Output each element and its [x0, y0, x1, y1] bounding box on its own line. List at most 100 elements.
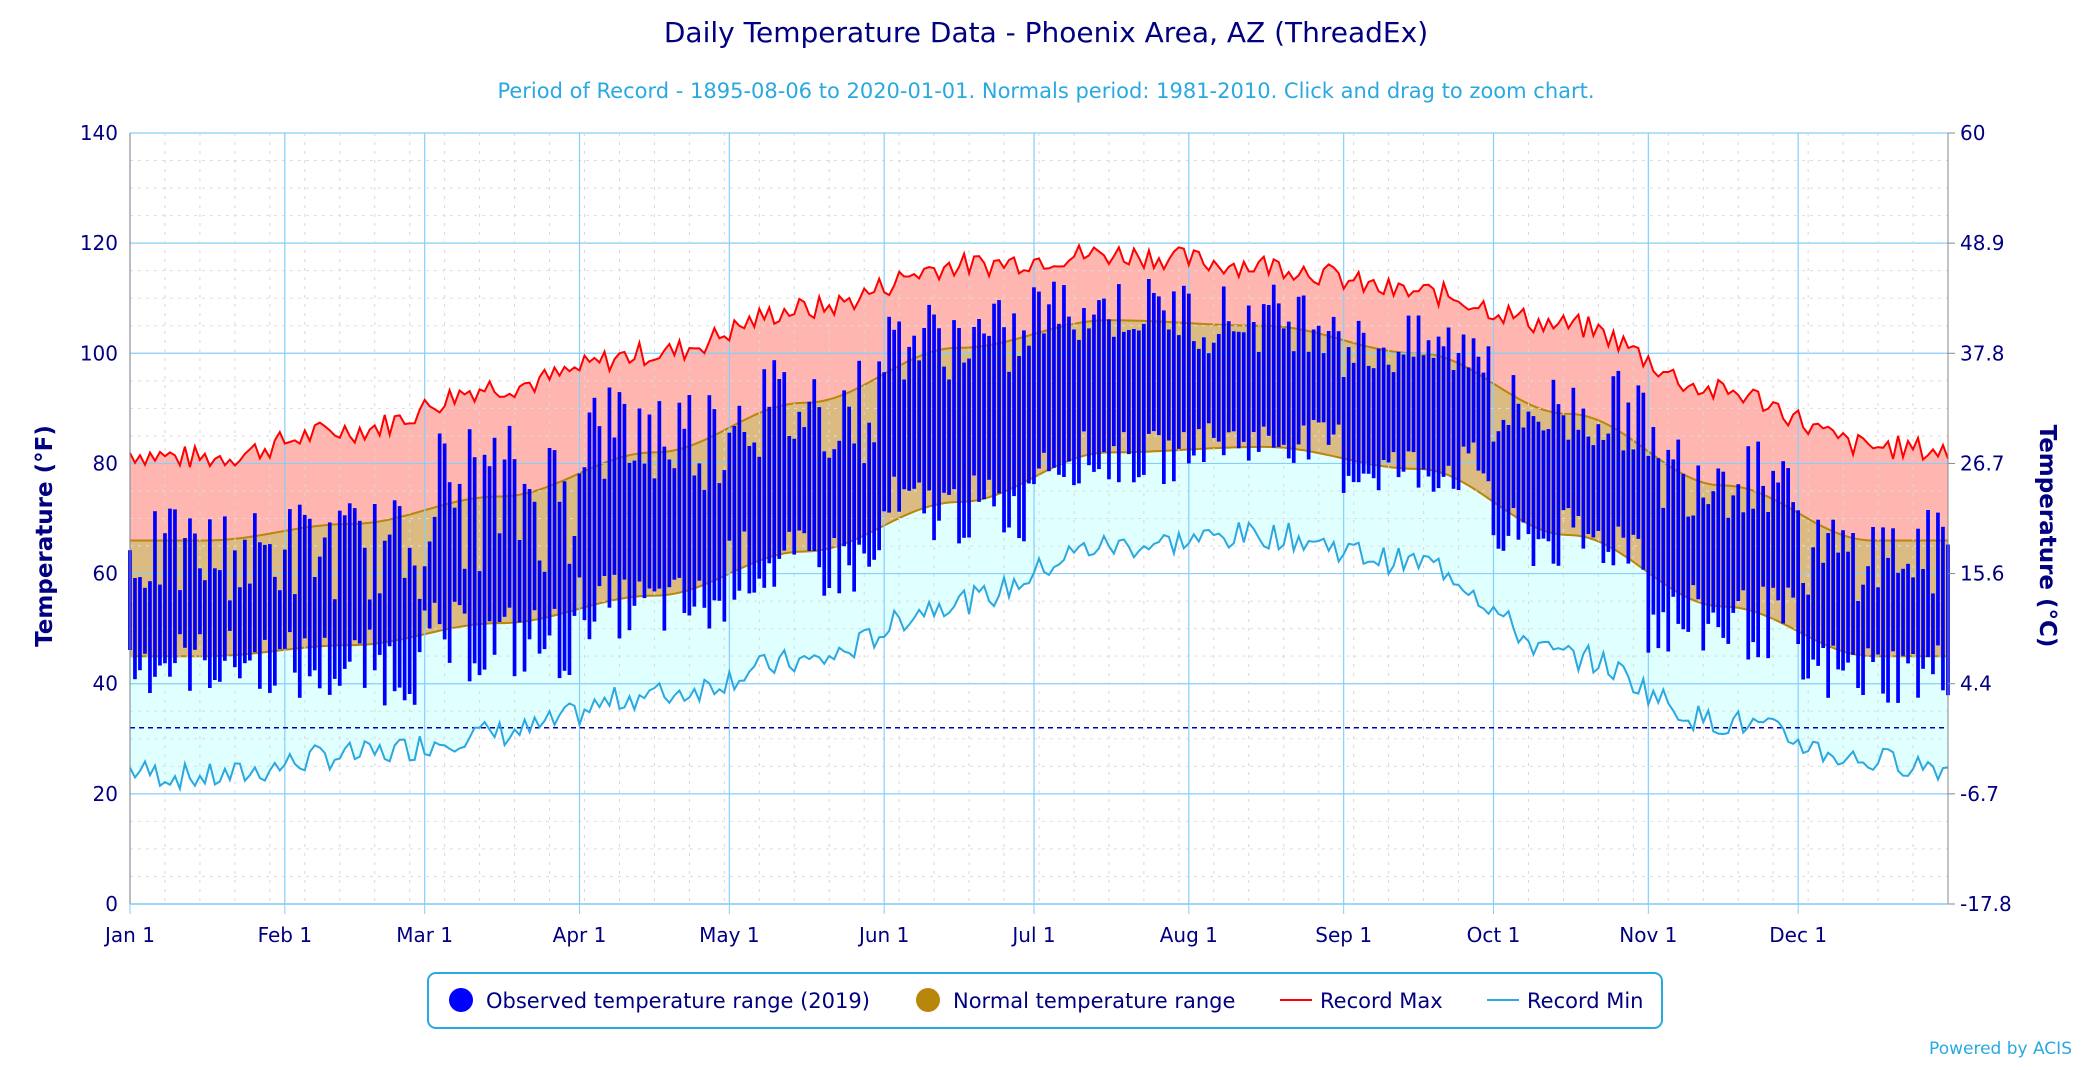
legend-box: [427, 972, 1663, 1029]
observed-bar: [877, 361, 881, 551]
observed-bar: [827, 457, 832, 588]
observed-bar: [218, 570, 222, 682]
observed-bar: [452, 507, 457, 602]
observed-bar: [1596, 424, 1601, 531]
observed-bar: [1057, 323, 1061, 475]
observed-bar: [852, 443, 856, 592]
observed-bar: [372, 504, 377, 671]
observed-bar: [942, 366, 946, 493]
legend-label-observed: Observed temperature range (2019): [486, 989, 870, 1013]
x-tick-label: Oct 1: [1467, 923, 1521, 947]
observed-bar: [1241, 332, 1246, 442]
observed-bar: [1032, 287, 1036, 485]
observed-bar: [1941, 526, 1945, 691]
normal-low-line: [130, 445, 1948, 658]
observed-bar: [347, 503, 352, 662]
observed-bar: [1506, 425, 1511, 536]
observed-bar: [537, 560, 542, 654]
observed-bar: [982, 333, 986, 500]
observed-bar: [1182, 285, 1186, 433]
observed-bar: [1246, 305, 1251, 461]
observed-bar: [322, 537, 327, 638]
chart-subtitle: Period of Record - 1895-08-06 to 2020-01…: [497, 79, 1594, 103]
observed-bar: [837, 440, 842, 594]
observed-bar: [1696, 465, 1701, 600]
observed-bar: [577, 473, 582, 578]
observed-bar: [677, 402, 682, 578]
observed-bar: [1386, 364, 1391, 463]
legend-item-record-max[interactable]: Record Max: [1280, 989, 1443, 1013]
observed-bar: [283, 549, 287, 649]
observed-bar: [642, 463, 647, 599]
observed-bar: [692, 475, 697, 607]
y-tick-label-right: -17.8: [1960, 892, 2012, 916]
observed-bar: [862, 463, 866, 554]
observed-bar: [1346, 347, 1351, 476]
observed-bar: [957, 328, 961, 544]
observed-bar: [1251, 322, 1256, 432]
observed-bar: [243, 539, 247, 664]
observed-bar: [1896, 572, 1900, 703]
observed-bar: [1781, 461, 1785, 624]
observed-bar: [1746, 446, 1751, 660]
observed-bar: [1741, 512, 1746, 591]
observed-bar: [1311, 329, 1316, 420]
observed-bar: [1661, 507, 1666, 613]
observed-bar: [1536, 421, 1541, 540]
observed-bar: [178, 590, 182, 635]
observed-bar: [662, 446, 667, 631]
observed-bar: [632, 460, 637, 606]
observed-bar: [507, 425, 512, 608]
observed-bar: [1356, 320, 1361, 483]
observed-bar: [183, 538, 187, 648]
observed-bar: [1172, 291, 1176, 482]
y-tick-label-left: 60: [93, 562, 118, 586]
observed-bar: [447, 482, 452, 663]
observed-bar: [1391, 372, 1396, 453]
observed-bar: [742, 432, 747, 532]
observed-bar: [467, 429, 472, 682]
observed-bar: [1461, 334, 1466, 447]
observed-bar: [1786, 468, 1790, 588]
observed-bar: [1836, 552, 1840, 670]
observed-bar: [1466, 367, 1471, 454]
observed-bar: [402, 577, 407, 701]
observed-bar: [1092, 314, 1096, 472]
observed-bar: [417, 598, 422, 653]
credits-link[interactable]: Powered by ACIS: [1929, 1039, 2072, 1059]
observed-bar: [1486, 346, 1491, 482]
legend-item-record-min[interactable]: Record Min: [1487, 989, 1644, 1013]
observed-bar: [807, 401, 812, 551]
y-tick-label-right: 26.7: [1960, 451, 2005, 475]
observed-bar: [1107, 319, 1111, 480]
observed-bar: [1806, 594, 1810, 679]
observed-bar: [492, 437, 497, 655]
observed-bar: [817, 407, 822, 568]
observed-bar: [1621, 450, 1626, 538]
legend-label-normal: Normal temperature range: [953, 989, 1235, 1013]
legend-item-observed[interactable]: Observed temperature range (2019): [449, 988, 870, 1013]
observed-bar: [278, 590, 282, 650]
observed-bar: [1626, 402, 1631, 564]
observed-bar: [148, 581, 152, 693]
observed-bar: [1601, 440, 1606, 563]
observed-bar: [867, 422, 871, 567]
observed-bar: [1072, 329, 1076, 486]
observed-bar: [1881, 527, 1885, 694]
observed-bar: [1112, 336, 1116, 447]
observed-bar: [1456, 353, 1461, 490]
legend-item-normal[interactable]: Normal temperature range: [916, 988, 1235, 1013]
observed-bar: [1082, 308, 1086, 432]
observed-bar: [188, 518, 192, 691]
observed-bar: [442, 443, 447, 640]
observed-bar: [907, 346, 911, 491]
observed-bar: [757, 456, 762, 579]
legend[interactable]: Observed temperature range (2019) Normal…: [427, 972, 1663, 1029]
observed-bar: [233, 550, 237, 668]
record-max-line: [129, 242, 1949, 469]
y-tick-label-right: 48.9: [1960, 231, 2005, 255]
observed-bar: [1926, 510, 1930, 658]
y-tick-label-left: 40: [93, 672, 118, 696]
